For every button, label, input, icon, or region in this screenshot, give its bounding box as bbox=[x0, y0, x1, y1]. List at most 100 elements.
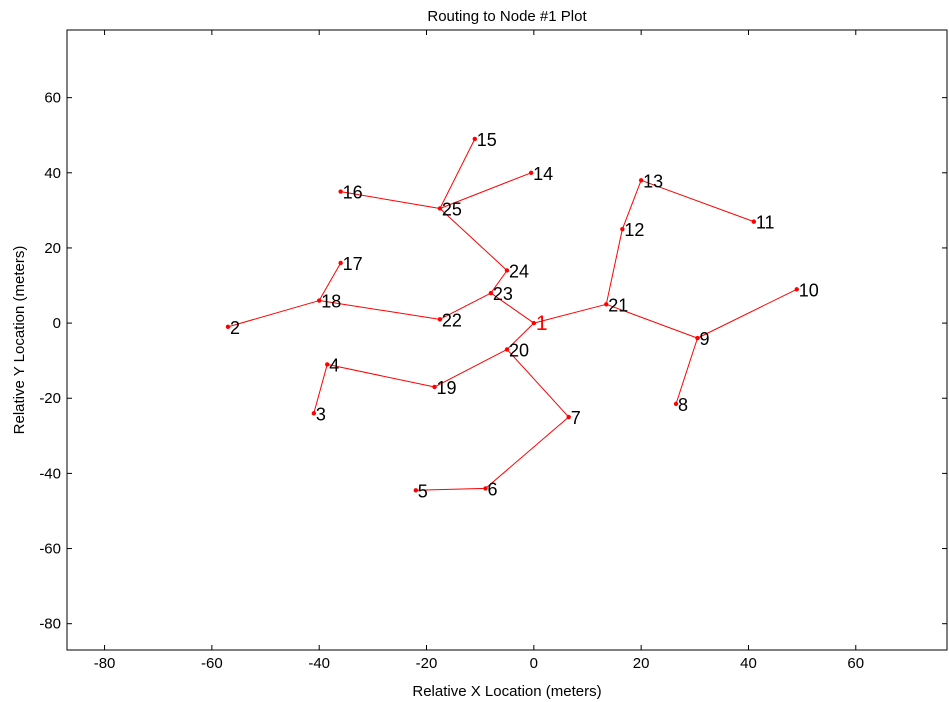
node-label-3: 3 bbox=[316, 404, 326, 424]
x-tick-label: 60 bbox=[847, 655, 864, 672]
node-label-5: 5 bbox=[418, 481, 428, 501]
node-label-23: 23 bbox=[493, 284, 513, 304]
y-tick-label: 0 bbox=[53, 315, 61, 332]
y-tick-label: -80 bbox=[39, 616, 61, 633]
node-point-17 bbox=[338, 260, 343, 266]
node-label-1: 1 bbox=[536, 312, 548, 335]
route-edge-14-25 bbox=[439, 172, 532, 209]
x-tick-label: -20 bbox=[416, 655, 438, 672]
route-edge-4-19 bbox=[327, 363, 435, 388]
node-label-13: 13 bbox=[643, 171, 663, 191]
route-edge-6-5 bbox=[415, 487, 486, 491]
node-point-19 bbox=[432, 384, 437, 390]
route-edge-12-13 bbox=[621, 180, 642, 230]
y-axis-ticks: -80 -60 -40 -20 0 20 40 60 bbox=[39, 90, 947, 633]
node-label-12: 12 bbox=[624, 220, 644, 240]
node-point-13 bbox=[638, 178, 644, 183]
node-point-8 bbox=[673, 401, 679, 407]
route-edge-16-25 bbox=[340, 191, 441, 209]
y-tick-label: -20 bbox=[39, 390, 61, 407]
route-edge-22-23 bbox=[439, 292, 492, 320]
y-tick-label: 20 bbox=[44, 240, 61, 257]
node-point-14 bbox=[528, 170, 534, 175]
node-point-24 bbox=[504, 268, 510, 273]
node-point-16 bbox=[338, 189, 343, 194]
node-label-19: 19 bbox=[437, 378, 457, 398]
node-label-14: 14 bbox=[533, 164, 553, 184]
x-axis-ticks: -80 -60 -40 -20 0 20 40 60 bbox=[94, 30, 864, 672]
y-axis-label: Relative Y Location (meters) bbox=[11, 246, 28, 435]
node-point-9 bbox=[695, 335, 700, 341]
node-label-24: 24 bbox=[509, 261, 529, 281]
x-tick-label: 20 bbox=[633, 655, 650, 672]
x-axis-label: Relative X Location (meters) bbox=[412, 683, 601, 700]
node-label-8: 8 bbox=[678, 395, 688, 415]
route-edge-17-18 bbox=[318, 262, 342, 301]
node-point-3 bbox=[311, 411, 317, 416]
route-edge-20-7 bbox=[506, 349, 570, 418]
node-label-20: 20 bbox=[509, 340, 529, 360]
node-point-7 bbox=[566, 414, 571, 420]
node-label-16: 16 bbox=[343, 183, 363, 203]
x-tick-label: 0 bbox=[530, 655, 538, 672]
node-point-2 bbox=[225, 324, 231, 330]
route-edge-18-22 bbox=[319, 300, 441, 320]
node-label-4: 4 bbox=[329, 355, 339, 375]
node-point-11 bbox=[751, 219, 757, 224]
route-edges bbox=[227, 138, 797, 491]
node-point-12 bbox=[620, 226, 625, 232]
route-edge-3-4 bbox=[313, 364, 328, 414]
node-label-10: 10 bbox=[799, 280, 819, 300]
route-edge-13-11 bbox=[640, 179, 755, 223]
node-label-6: 6 bbox=[488, 479, 498, 499]
node-label-22: 22 bbox=[442, 310, 462, 330]
plot-area bbox=[66, 29, 948, 651]
node-label-11: 11 bbox=[756, 213, 775, 233]
node-point-23 bbox=[488, 290, 494, 296]
node-point-20 bbox=[504, 347, 510, 352]
node-label-15: 15 bbox=[477, 130, 497, 150]
node-point-15 bbox=[472, 136, 478, 142]
node-point-4 bbox=[325, 362, 330, 367]
y-tick-label: 60 bbox=[44, 90, 61, 107]
x-tick-label: 40 bbox=[740, 655, 757, 672]
node-point-21 bbox=[604, 302, 609, 307]
y-tick-label: 40 bbox=[44, 165, 61, 182]
node-point-5 bbox=[413, 488, 418, 493]
y-tick-label: -40 bbox=[39, 465, 61, 482]
x-tick-label: -80 bbox=[94, 655, 116, 672]
node-label-21: 21 bbox=[608, 295, 628, 315]
node-label-9: 9 bbox=[699, 329, 709, 349]
route-nodes bbox=[225, 136, 799, 493]
route-edge-15-25 bbox=[439, 138, 476, 209]
node-label-2: 2 bbox=[230, 318, 240, 338]
route-edge-23-24 bbox=[490, 270, 508, 294]
route-edge-7-6 bbox=[485, 416, 570, 489]
route-edge-24-25 bbox=[439, 208, 508, 271]
route-edge-9-8 bbox=[675, 337, 698, 405]
route-edge-21-12 bbox=[605, 229, 623, 305]
x-tick-label: -60 bbox=[201, 655, 223, 672]
node-label-17: 17 bbox=[343, 254, 363, 274]
x-tick-label: -40 bbox=[308, 655, 330, 672]
chart-title: Routing to Node #1 Plot bbox=[427, 8, 587, 25]
route-edge-21-9 bbox=[606, 303, 698, 339]
node-point-25 bbox=[437, 206, 443, 211]
node-point-6 bbox=[483, 486, 488, 491]
route-edge-19-20 bbox=[434, 348, 508, 388]
node-point-18 bbox=[316, 298, 322, 303]
node-label-7: 7 bbox=[571, 408, 581, 428]
route-edge-1-21 bbox=[533, 303, 607, 324]
node-point-10 bbox=[794, 287, 799, 292]
node-label-25: 25 bbox=[442, 199, 462, 219]
node-point-22 bbox=[437, 317, 443, 322]
node-point-1 bbox=[531, 320, 537, 326]
route-edge-2-18 bbox=[227, 300, 320, 328]
route-edge-23-1 bbox=[490, 292, 535, 324]
y-tick-label: -60 bbox=[39, 541, 61, 558]
route-edge-9-10 bbox=[697, 288, 797, 339]
route-edge-20-1 bbox=[506, 322, 535, 350]
node-label-18: 18 bbox=[321, 292, 341, 312]
